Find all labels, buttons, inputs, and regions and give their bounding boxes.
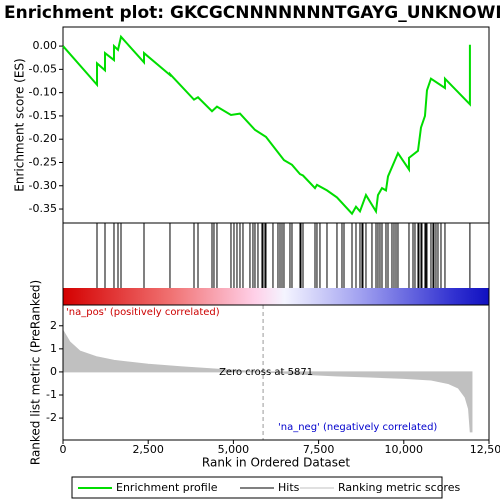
y-tick-label: -2: [46, 411, 57, 424]
zero-cross-label: Zero cross at 5871: [219, 367, 313, 378]
legend: Enrichment profile Hits Ranking metric s…: [71, 476, 460, 499]
x-tick-label: 0: [60, 443, 67, 456]
x-axis-label: Rank in Ordered Dataset: [202, 456, 350, 470]
y-axis-label: Enrichment score (ES): [13, 58, 27, 191]
legend-label: Ranking metric scores: [338, 481, 460, 494]
y-tick-label: -0.25: [29, 155, 57, 168]
enrichment-line: [62, 34, 471, 216]
pos-label: 'na_pos' (positively correlated): [66, 307, 220, 318]
x-tick-label: 2,500: [132, 443, 164, 456]
y-tick-label: 0: [50, 365, 57, 378]
metric-area: [62, 328, 473, 433]
y-axis-label: Ranked list metric (PreRanked): [29, 280, 43, 465]
y-tick-label: -1: [46, 388, 57, 401]
chart-title: Enrichment plot: GKCGCNNNNNNNTGAYG_UNKNO…: [4, 3, 500, 23]
y-tick-label: -0.10: [29, 86, 57, 99]
y-tick-label: -0.15: [29, 109, 57, 122]
legend-label: Hits: [278, 481, 300, 494]
y-tick-label: -0.20: [29, 132, 57, 145]
x-tick-label: 10,000: [385, 443, 424, 456]
y-tick-label: -0.35: [29, 202, 57, 215]
color-bar: [63, 288, 489, 305]
y-tick-label: 1: [50, 342, 57, 355]
y-tick-label: -0.30: [29, 179, 57, 192]
y-tick-label: 2: [50, 319, 57, 332]
y-tick-label: -0.05: [29, 62, 57, 75]
plot-frame: [62, 304, 490, 441]
x-tick-label: 5,000: [218, 443, 250, 456]
x-tick-label: 7,500: [303, 443, 335, 456]
y-tick-label: 0.00: [33, 39, 58, 52]
x-tick-label: 12,500: [470, 443, 500, 456]
neg-label: 'na_neg' (negatively correlated): [278, 422, 437, 433]
legend-label: Enrichment profile: [116, 481, 218, 494]
